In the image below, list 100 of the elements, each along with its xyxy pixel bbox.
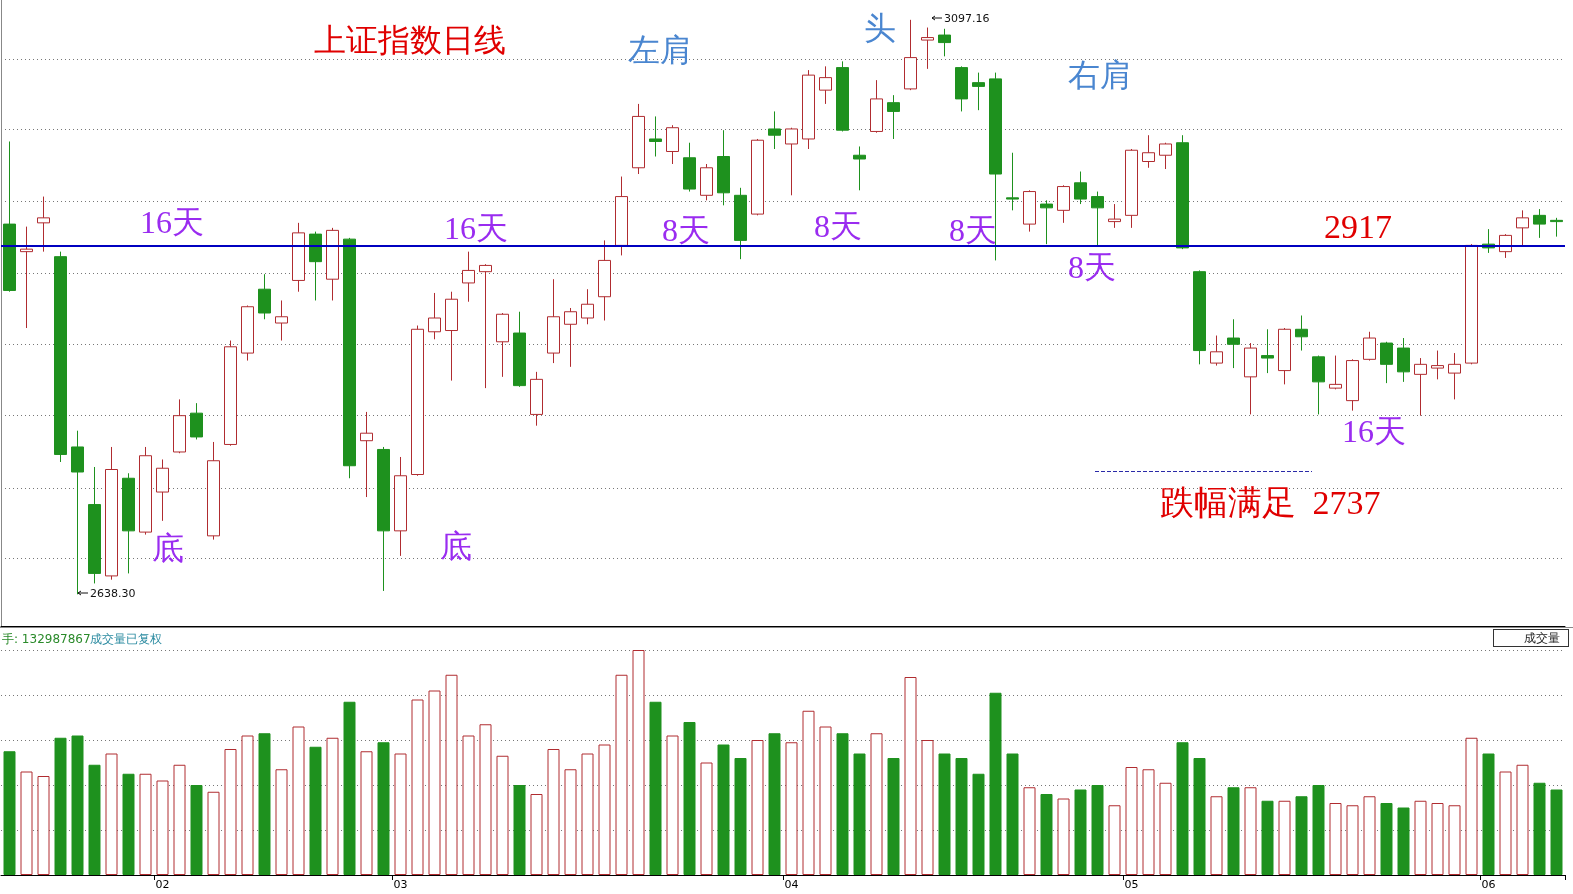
bar xyxy=(1057,798,1070,875)
bar xyxy=(1108,805,1121,875)
bar xyxy=(1193,758,1206,875)
candlestick xyxy=(751,138,764,216)
ref-line-label: 2917 xyxy=(1324,207,1392,245)
candlestick xyxy=(139,446,152,536)
candlestick xyxy=(870,79,883,134)
candlestick xyxy=(258,273,271,320)
candlestick xyxy=(1210,335,1223,367)
candlestick xyxy=(1261,328,1274,374)
candlestick xyxy=(411,325,424,477)
bar xyxy=(785,742,798,875)
candlestick xyxy=(1295,315,1308,352)
candlestick xyxy=(428,292,441,340)
candlestick xyxy=(1380,341,1393,384)
bar xyxy=(853,753,866,875)
candlestick xyxy=(1057,184,1070,224)
x-tick-label: 04 xyxy=(784,878,799,891)
bar xyxy=(598,744,611,875)
bar xyxy=(1074,789,1087,875)
bar xyxy=(54,737,67,875)
bar xyxy=(1533,782,1546,875)
bar xyxy=(1397,807,1410,875)
candlestick xyxy=(836,60,849,132)
candlestick xyxy=(37,196,50,253)
candlestick xyxy=(1448,352,1461,400)
bar xyxy=(802,710,815,875)
bar xyxy=(870,733,883,875)
annotation: 底 xyxy=(152,530,184,566)
annotation: 右肩 xyxy=(1068,57,1132,93)
candlestick xyxy=(598,239,611,322)
bar xyxy=(615,674,628,875)
bar xyxy=(88,764,101,875)
candlestick xyxy=(156,458,169,522)
bar xyxy=(292,726,305,875)
ref-line-label: 跌幅满足 2737 xyxy=(1159,483,1381,521)
bar xyxy=(989,692,1002,875)
bar xyxy=(1414,800,1427,875)
candlestick xyxy=(938,28,951,57)
bar xyxy=(751,740,764,875)
candlestick xyxy=(887,94,900,140)
candlestick xyxy=(1516,209,1529,246)
candlestick xyxy=(1091,191,1104,246)
bar xyxy=(1312,785,1325,875)
candlestick xyxy=(343,237,356,479)
bar xyxy=(173,764,186,875)
candlestick xyxy=(1312,355,1325,415)
candlestick xyxy=(1244,342,1257,415)
candlestick xyxy=(1125,148,1138,229)
candlestick xyxy=(275,299,288,342)
annotation: 8天 xyxy=(949,212,997,248)
candlestick xyxy=(479,263,492,389)
bar xyxy=(394,753,407,875)
candlestick xyxy=(1550,217,1563,238)
candlestick xyxy=(649,115,662,157)
bar xyxy=(1346,805,1359,875)
bar xyxy=(37,776,50,875)
bar xyxy=(326,737,339,875)
bar xyxy=(1040,794,1053,875)
candlestick xyxy=(1159,142,1172,170)
candlestick xyxy=(1176,134,1189,250)
bar xyxy=(1550,789,1563,875)
x-tick-label: 06 xyxy=(1481,878,1496,891)
bar xyxy=(122,773,135,875)
candlestick xyxy=(309,231,322,301)
candlestick xyxy=(802,69,815,150)
bar xyxy=(887,758,900,875)
candlestick xyxy=(1431,350,1444,380)
candlestick xyxy=(445,291,458,382)
annotation: 8天 xyxy=(814,208,862,244)
text: 上证指数日线 xyxy=(314,22,506,58)
bar xyxy=(20,771,33,875)
bar xyxy=(683,722,696,875)
candlestick xyxy=(581,288,594,325)
candlestick xyxy=(1074,171,1087,205)
annotation: 头 xyxy=(864,10,896,46)
bar xyxy=(1142,769,1155,875)
candlestick xyxy=(377,446,390,592)
bar xyxy=(411,699,424,875)
bar xyxy=(1448,805,1461,875)
bar xyxy=(275,769,288,875)
candlestick xyxy=(1533,208,1546,239)
candlestick xyxy=(1193,269,1206,365)
bar xyxy=(1380,803,1393,875)
candlestick xyxy=(122,472,135,574)
candlestick xyxy=(1227,318,1240,369)
bar xyxy=(139,773,152,875)
bar xyxy=(564,769,577,875)
bar xyxy=(1244,787,1257,875)
x-tick-label: 02 xyxy=(155,878,170,891)
bar xyxy=(904,677,917,875)
x-tick-label: 03 xyxy=(393,878,408,891)
candlestick xyxy=(1363,331,1376,362)
bar xyxy=(1516,764,1529,875)
bar xyxy=(955,758,968,875)
candlestick xyxy=(1329,355,1342,390)
bar xyxy=(972,773,985,875)
bar xyxy=(513,785,526,875)
candlestick xyxy=(173,398,186,454)
bar xyxy=(462,735,475,875)
